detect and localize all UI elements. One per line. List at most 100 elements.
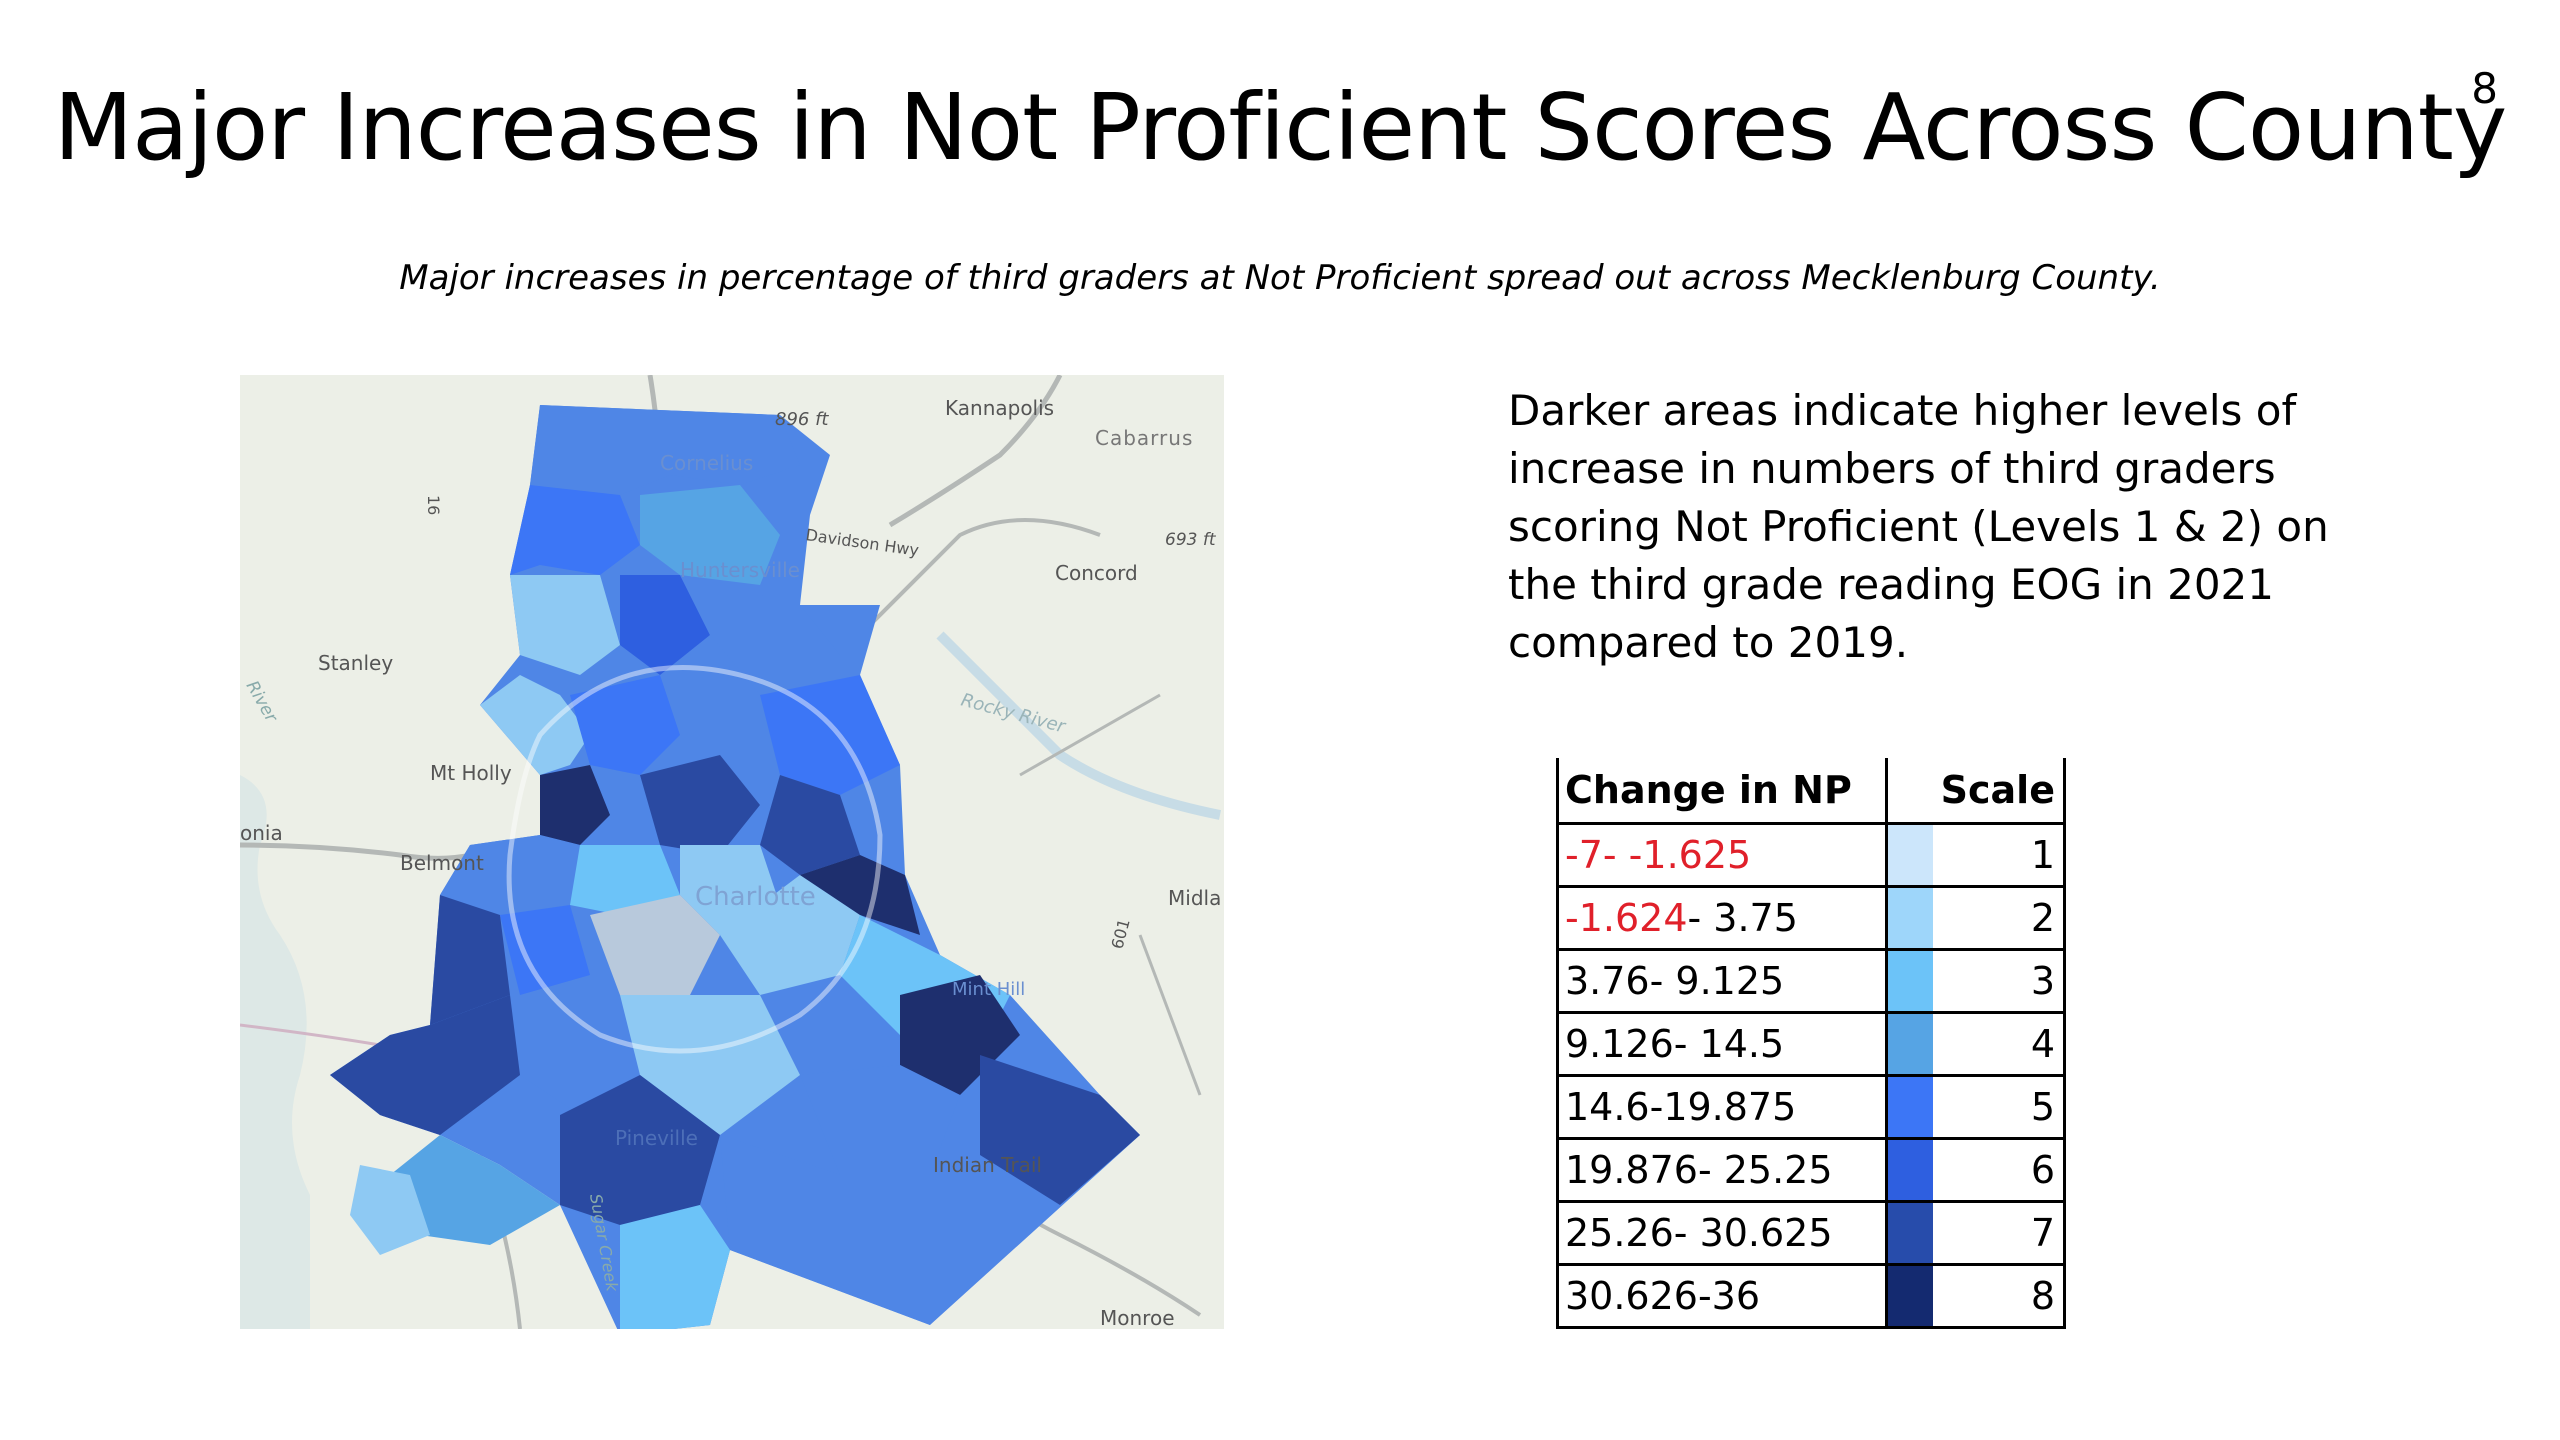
legend-scale: 6 xyxy=(1932,1138,2066,1203)
legend-range-text: 30.626-36 xyxy=(1565,1274,1761,1318)
legend-range-negative: -7- -1.625 xyxy=(1565,833,1752,877)
label-indian-trail: Indian Trail xyxy=(933,1153,1042,1177)
region xyxy=(540,765,610,845)
legend-scale: 8 xyxy=(1932,1264,2066,1329)
legend-range: 3.76- 9.125 xyxy=(1555,949,1887,1014)
legend-row: -7- -1.625 1 xyxy=(1555,823,2066,888)
legend-row: 19.876- 25.25 6 xyxy=(1555,1138,2066,1203)
slide-title: Major Increases in Not Proficient Scores… xyxy=(53,74,2508,181)
legend-row: 30.626-36 8 xyxy=(1555,1264,2066,1329)
page-number: 8 xyxy=(2471,64,2498,113)
legend-header-scale: Scale xyxy=(1932,758,2066,825)
label-mtholly: Mt Holly xyxy=(430,761,512,785)
description-line: scoring Not Proficient (Levels 1 & 2) on xyxy=(1508,502,2329,551)
label-elev-896: 896 ft xyxy=(775,409,829,430)
label-charlotte: Charlotte xyxy=(695,882,816,912)
legend-scale: 7 xyxy=(1932,1201,2066,1266)
legend-range-text: 14.6-19.875 xyxy=(1565,1085,1797,1129)
region xyxy=(640,755,760,855)
label-concord: Concord xyxy=(1055,561,1138,585)
legend-row: -1.624- 3.75 2 xyxy=(1555,886,2066,951)
legend-header-row: Change in NP Scale xyxy=(1555,758,2066,825)
description-line: the third grade reading EOG in 2021 xyxy=(1508,560,2274,609)
legend-range: 14.6-19.875 xyxy=(1555,1075,1887,1140)
region xyxy=(620,575,710,675)
county-map: Kannapolis Cabarrus Concord Stanley Mt H… xyxy=(240,375,1224,1329)
region xyxy=(720,875,860,995)
region xyxy=(570,675,680,775)
region xyxy=(570,845,680,915)
label-elev-693: 693 ft xyxy=(1165,530,1217,550)
region xyxy=(800,1065,960,1175)
label-midland: Midla xyxy=(1168,886,1221,910)
region xyxy=(390,1135,560,1245)
legend-row: 3.76- 9.125 3 xyxy=(1555,949,2066,1014)
region xyxy=(510,575,620,675)
region xyxy=(680,575,840,695)
region xyxy=(440,835,580,915)
label-hwy-16: 16 xyxy=(424,495,443,515)
region xyxy=(430,895,510,1025)
label-cabarrus: Cabarrus xyxy=(1095,426,1193,450)
legend-header-range: Change in NP xyxy=(1555,758,1887,825)
legend-range: 9.126- 14.5 xyxy=(1555,1012,1887,1077)
region xyxy=(500,905,590,995)
legend-table: Change in NP Scale -7- -1.625 1 -1.624- 3.… xyxy=(1555,758,2066,1329)
legend-scale: 4 xyxy=(1932,1012,2066,1077)
river-path xyxy=(936,631,1221,820)
label-mint-hill: Mint Hill xyxy=(952,979,1025,1000)
legend-swatch-cell xyxy=(1885,823,1933,888)
region xyxy=(530,405,800,505)
region xyxy=(800,855,920,935)
legend-swatch-cell xyxy=(1885,886,1933,951)
region xyxy=(640,485,780,585)
legend-row: 25.26- 30.625 7 xyxy=(1555,1201,2066,1266)
slide-subtitle: Major increases in percentage of third g… xyxy=(399,258,2161,298)
legend-row: 14.6-19.875 5 xyxy=(1555,1075,2066,1140)
region xyxy=(560,1075,720,1225)
legend-swatch-cell xyxy=(1885,1138,1933,1203)
legend-row: 9.126- 14.5 4 xyxy=(1555,1012,2066,1077)
region xyxy=(720,1135,930,1325)
interstate-loop xyxy=(506,665,883,1054)
lake xyxy=(240,775,310,1329)
label-belmont: Belmont xyxy=(400,851,484,875)
region xyxy=(480,675,590,775)
legend-range-negative: -1.624 xyxy=(1565,896,1688,940)
label-monroe: Monroe xyxy=(1100,1306,1175,1329)
label-cornelius: Cornelius xyxy=(660,451,753,475)
legend-range: -7- -1.625 xyxy=(1555,823,1887,888)
legend-scale: 2 xyxy=(1932,886,2066,951)
description-line: Darker areas indicate higher levels of xyxy=(1508,386,2297,435)
label-kannapolis: Kannapolis xyxy=(945,396,1054,420)
region xyxy=(590,895,720,995)
road xyxy=(1019,693,1161,777)
legend-range-text: 9.126- 14.5 xyxy=(1565,1022,1785,1066)
legend-range-text: - 3.75 xyxy=(1687,896,1798,940)
label-gastonia: onia xyxy=(240,821,283,845)
label-pineville: Pineville xyxy=(615,1126,698,1150)
legend-range-text: 25.26- 30.625 xyxy=(1565,1211,1833,1255)
road xyxy=(240,1023,381,1047)
legend-range: -1.624- 3.75 xyxy=(1555,886,1887,951)
legend-swatch-cell xyxy=(1885,949,1933,1014)
legend-range: 25.26- 30.625 xyxy=(1555,1201,1887,1266)
legend-swatch-cell xyxy=(1885,1264,1933,1329)
region xyxy=(350,1165,430,1255)
legend-range: 30.626-36 xyxy=(1555,1264,1887,1329)
region xyxy=(510,485,640,575)
legend-swatch-cell xyxy=(1885,1075,1933,1140)
legend-header-swatch xyxy=(1885,758,1933,825)
legend-scale: 5 xyxy=(1932,1075,2066,1140)
region xyxy=(620,995,800,1135)
region xyxy=(760,675,900,795)
region xyxy=(760,775,860,875)
region xyxy=(980,1055,1140,1205)
legend-scale: 3 xyxy=(1932,949,2066,1014)
description-line: increase in numbers of third graders xyxy=(1508,444,2276,493)
label-huntersville: Huntersville xyxy=(680,558,800,582)
road xyxy=(1138,934,1202,1096)
road xyxy=(888,375,1063,528)
legend-swatch-cell xyxy=(1885,1012,1933,1077)
legend-range: 19.876- 25.25 xyxy=(1555,1138,1887,1203)
